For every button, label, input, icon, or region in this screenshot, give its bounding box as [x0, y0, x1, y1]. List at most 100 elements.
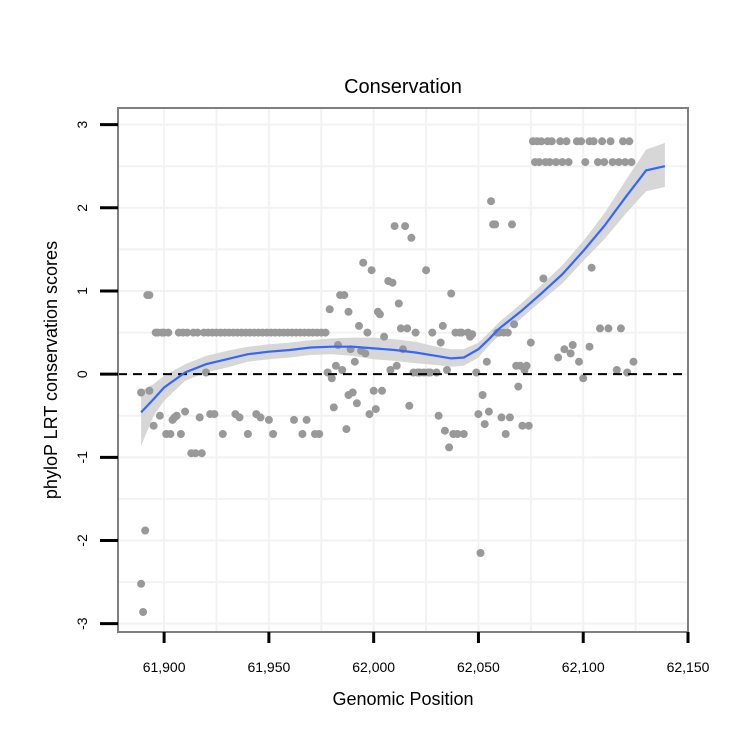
- data-point: [514, 382, 523, 391]
- data-point: [191, 449, 200, 458]
- data-point: [623, 368, 632, 377]
- data-point: [432, 368, 441, 377]
- data-point: [181, 407, 190, 416]
- data-point: [621, 158, 630, 167]
- data-point: [556, 137, 565, 146]
- data-point: [378, 386, 386, 395]
- data-point: [560, 345, 569, 354]
- data-point: [474, 410, 483, 419]
- data-point: [361, 349, 370, 358]
- data-point: [392, 361, 401, 370]
- data-point: [589, 137, 598, 146]
- data-point: [443, 366, 451, 374]
- data-point: [616, 324, 625, 333]
- x-axis: 61,900 61,950 62,000 62,050 62,100 62,150: [143, 632, 710, 675]
- data-point: [411, 328, 420, 337]
- data-point: [315, 430, 324, 438]
- data-point: [501, 430, 510, 438]
- data-point: [386, 366, 395, 374]
- data-point: [350, 357, 359, 366]
- data-point: [145, 386, 154, 395]
- data-point: [585, 342, 594, 351]
- data-point: [608, 158, 617, 167]
- data-point: [436, 338, 445, 347]
- chart-title: Conservation: [344, 76, 462, 98]
- data-point: [321, 328, 330, 337]
- data-point: [472, 368, 481, 377]
- y-tick-label: 0: [74, 370, 90, 378]
- data-point: [438, 321, 447, 330]
- data-point: [445, 443, 454, 452]
- y-tick-label: 2: [74, 204, 90, 212]
- data-point: [503, 328, 512, 337]
- data-point: [487, 197, 495, 206]
- data-point: [327, 374, 336, 383]
- data-point: [554, 353, 563, 362]
- data-point: [388, 278, 397, 287]
- data-point: [344, 307, 353, 316]
- data-point: [535, 158, 544, 167]
- y-tick-label: -2: [74, 534, 90, 547]
- data-point: [526, 338, 535, 347]
- data-point: [568, 341, 577, 349]
- smooth-fit-line: [140, 165, 666, 414]
- data-point: [210, 410, 219, 419]
- data-point: [390, 222, 399, 231]
- data-point: [457, 328, 466, 337]
- data-point: [371, 405, 380, 414]
- data-point: [352, 399, 361, 408]
- data-point: [141, 526, 150, 535]
- x-tick-label: 62,050: [457, 659, 500, 675]
- data-point: [290, 415, 298, 424]
- data-point: [539, 274, 548, 283]
- data-point: [627, 158, 636, 167]
- data-point: [508, 220, 516, 229]
- data-point: [614, 158, 623, 167]
- data-point: [497, 413, 506, 422]
- data-point: [547, 137, 556, 146]
- data-point: [600, 158, 609, 167]
- data-point: [593, 158, 602, 167]
- data-point: [518, 421, 527, 430]
- data-point: [476, 549, 485, 557]
- data-point: [394, 299, 403, 308]
- data-point: [338, 366, 347, 374]
- data-point: [183, 328, 192, 337]
- data-point: [447, 289, 456, 298]
- data-points: [137, 137, 638, 616]
- panel-border: [117, 107, 689, 633]
- data-point: [243, 430, 252, 438]
- data-point: [428, 328, 437, 337]
- data-point: [405, 401, 414, 410]
- data-point: [537, 137, 546, 146]
- data-point: [340, 291, 349, 300]
- data-point: [587, 263, 596, 272]
- data-point: [407, 233, 416, 242]
- data-point: [176, 430, 185, 438]
- data-point: [612, 366, 621, 374]
- data-point: [329, 403, 338, 412]
- data-point: [575, 357, 583, 366]
- data-point: [235, 413, 244, 422]
- data-point: [598, 137, 607, 146]
- data-point: [566, 349, 575, 358]
- data-point: [380, 332, 389, 341]
- data-point: [164, 328, 173, 337]
- data-point: [510, 320, 519, 329]
- data-point: [342, 425, 351, 434]
- data-point: [434, 411, 443, 420]
- y-axis: -3 -2 -1 0 1 2 3: [74, 120, 118, 630]
- y-tick-label: -1: [74, 451, 90, 464]
- data-point: [137, 388, 146, 397]
- data-point: [197, 449, 206, 458]
- data-point: [155, 411, 164, 420]
- data-point: [545, 158, 554, 167]
- data-point: [596, 324, 604, 333]
- data-point: [348, 388, 357, 397]
- data-point: [195, 413, 204, 422]
- x-tick-label: 62,100: [562, 659, 605, 675]
- data-point: [491, 220, 500, 229]
- data-point: [558, 158, 567, 167]
- x-tick-label: 62,000: [352, 659, 395, 675]
